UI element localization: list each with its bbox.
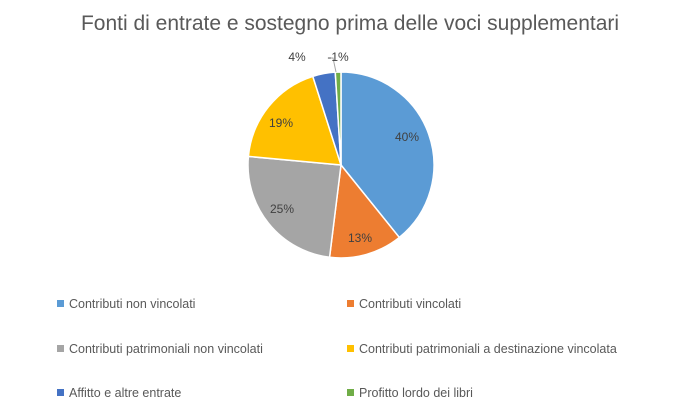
pie-slice [334, 71, 342, 166]
leader-line [330, 57, 337, 73]
slice-data-label: 4% [288, 50, 306, 64]
pie-slice [247, 75, 343, 166]
pie-slice [328, 163, 401, 259]
slice-data-label: 40% [395, 130, 419, 144]
slice-data-label: 19% [269, 116, 293, 130]
slice-data-label: 13% [348, 231, 372, 245]
chart-title: Fonti di entrate e sostegno prima delle … [80, 12, 620, 35]
slice-data-label: -1% [327, 50, 349, 64]
slice-data-label: 25% [270, 202, 294, 216]
pie-slice [247, 155, 342, 259]
pie-slice [340, 71, 435, 239]
